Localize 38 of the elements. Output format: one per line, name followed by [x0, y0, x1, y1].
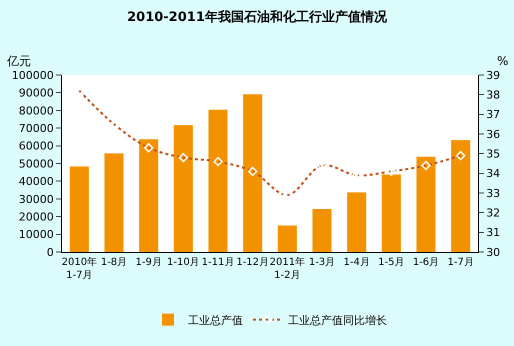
y-tick-label: 50000 [18, 157, 54, 170]
x-tick-label: 1-6月 [412, 257, 440, 268]
y-tick-label: 0 [46, 246, 54, 259]
x-tick-label: 1-4月 [344, 257, 370, 268]
y2-axis-title: % [497, 54, 508, 68]
y-tick-label: 20000 [18, 210, 54, 224]
x-tick-label: 1-9月 [136, 257, 162, 268]
y2-tick-label: 38 [486, 88, 500, 102]
y-axis-title: 亿元 [6, 54, 31, 68]
y-tick-label: 30000 [18, 192, 54, 206]
x-tick-label: 2011年 1-2月 [270, 256, 306, 281]
y-tick-label: 80000 [18, 104, 54, 118]
x-tick-label: 1-10月 [166, 257, 200, 268]
y2-tick-label: 33 [486, 186, 500, 200]
x-tick-label: 1-5月 [378, 257, 404, 268]
y-tick-label: 100000 [12, 68, 54, 82]
y-tick-label: 40000 [18, 175, 54, 188]
y-tick-label: 60000 [18, 140, 54, 153]
y2-tick-label: 31 [486, 226, 500, 240]
legend-label: 工业总产值 [188, 314, 243, 327]
y-tick-label: 10000 [18, 228, 54, 242]
y2-tick-label: 36 [486, 128, 500, 141]
y-tick-label: 90000 [18, 86, 54, 100]
y2-tick-label: 39 [486, 68, 500, 82]
y2-tick-label: 32 [486, 206, 500, 220]
x-tick-label: 1-7月 [448, 257, 474, 268]
y2-tick-label: 30 [486, 246, 500, 259]
x-tick-label: 1-12月 [236, 257, 270, 268]
y2-tick-label: 34 [486, 167, 500, 180]
x-tick-label: 2010年 1-7月 [62, 256, 98, 281]
x-tick-label: 1-8月 [100, 257, 128, 268]
y2-tick-label: 35 [486, 148, 500, 161]
y-tick-label: 70000 [18, 122, 54, 135]
x-tick-label: 1-3月 [308, 257, 336, 268]
chart-title: 2010-2011年我国石油和化工行业产值情况 [127, 9, 388, 26]
x-tick-label: 1-11月 [202, 257, 234, 268]
y2-tick-label: 37 [486, 108, 500, 122]
legend-label: 工业总产值同比增长 [288, 314, 387, 327]
